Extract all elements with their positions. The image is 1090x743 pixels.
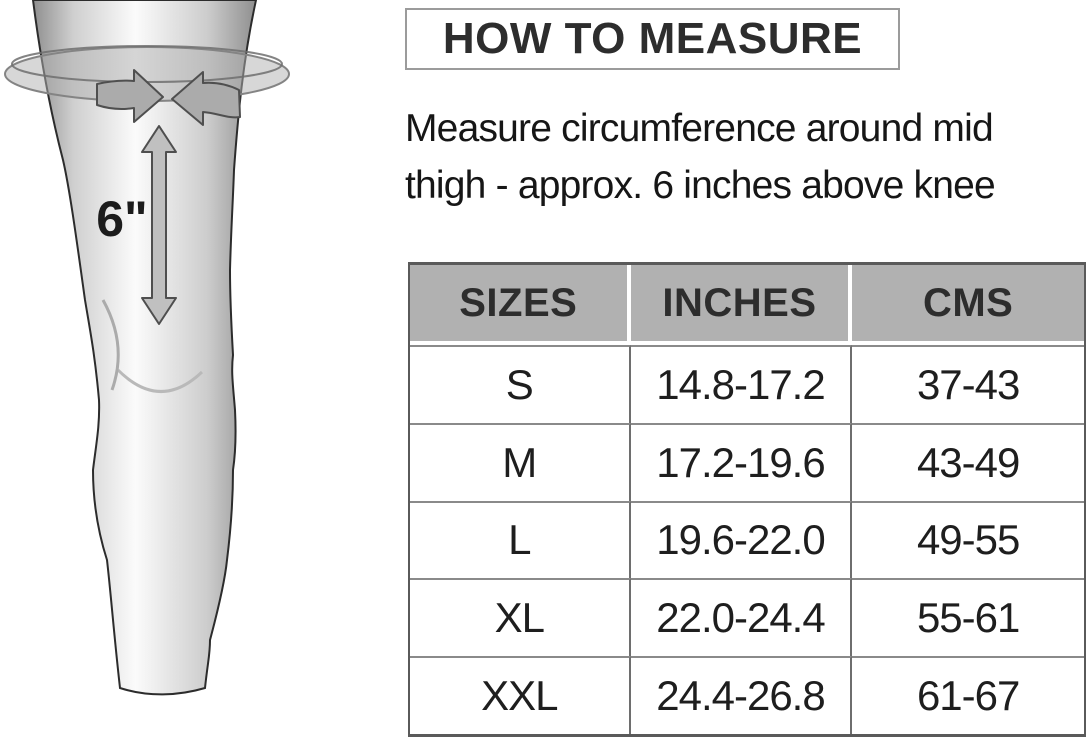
inches-cell: 22.0-24.4: [630, 578, 853, 657]
distance-arrow-icon: [141, 125, 177, 325]
leg-illustration: 6": [4, 0, 290, 696]
column-header-cms: CMS: [852, 265, 1084, 345]
cms-cell: 43-49: [852, 422, 1084, 501]
how-to-measure-title-box: HOW TO MEASURE: [405, 8, 900, 70]
column-header-inches: INCHES: [630, 265, 853, 345]
cms-cell: 55-61: [852, 578, 1084, 656]
size-cell: S: [410, 345, 631, 423]
measurement-label: 6": [96, 191, 148, 247]
measure-instructions: Measure circumference around mid thigh -…: [405, 100, 1090, 214]
size-cell: XXL: [410, 656, 631, 734]
size-cell: M: [410, 422, 631, 501]
column-header-sizes: SIZES: [410, 265, 631, 345]
size-chart-table: SIZES INCHES CMS S 14.8-17.2 37-43 M 17.…: [408, 262, 1086, 737]
cms-cell: 61-67: [852, 656, 1084, 734]
size-cell: XL: [410, 578, 631, 657]
inches-cell: 24.4-26.8: [630, 656, 853, 734]
size-cell: L: [410, 500, 631, 579]
inches-cell: 17.2-19.6: [630, 422, 853, 501]
page-title: HOW TO MEASURE: [442, 14, 863, 63]
knee-contour: [116, 368, 204, 393]
instructions-line1: Measure circumference around mid: [405, 107, 994, 150]
cms-cell: 49-55: [852, 500, 1084, 579]
leg-shape: [31, 0, 258, 696]
wrap-arrow-left-icon: [96, 69, 164, 123]
inner-knee-shadow: [101, 299, 120, 391]
inches-cell: 19.6-22.0: [630, 500, 853, 579]
cms-cell: 37-43: [852, 345, 1084, 423]
instructions-line2: thigh - approx. 6 inches above knee: [405, 164, 996, 207]
wrap-arrow-right-icon: [171, 71, 241, 126]
inches-cell: 14.8-17.2: [630, 345, 853, 423]
